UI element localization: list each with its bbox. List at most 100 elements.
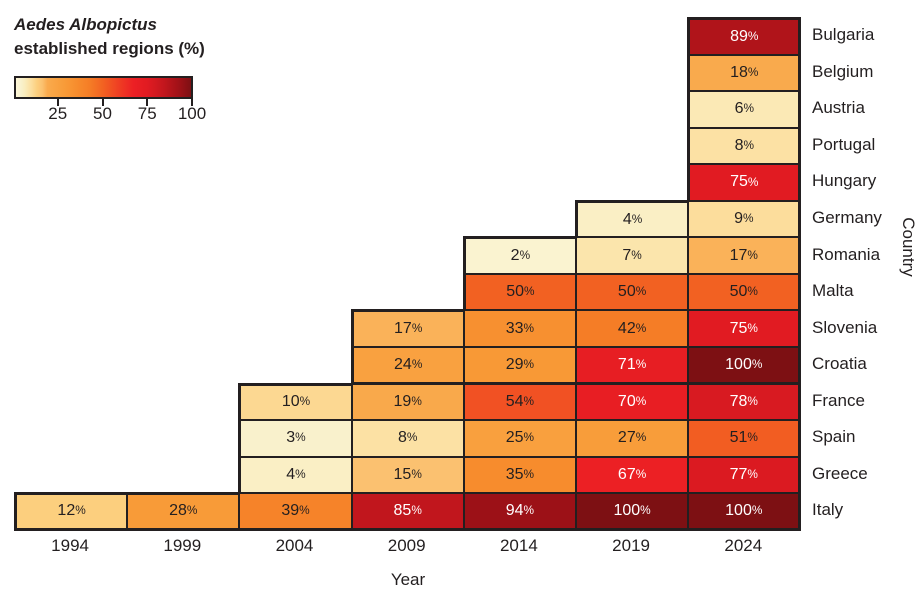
- y-tick-label-spain: Spain: [812, 427, 856, 447]
- heatmap-cell-romania-2024: 17%: [687, 236, 802, 275]
- cell-value-suffix: %: [523, 357, 535, 372]
- heatmap-cell-slovenia-2009: 17%: [350, 309, 465, 348]
- heatmap-cell-croatia-2009: 24%: [350, 345, 465, 385]
- cell-value-suffix: %: [406, 430, 418, 445]
- cell-value-suffix: %: [519, 248, 531, 263]
- cell-value: 35: [505, 465, 524, 483]
- heatmap-cell-greece-2024: 77%: [687, 455, 802, 495]
- x-tick-label-2004: 2004: [275, 536, 314, 555]
- cell-value: 100: [613, 501, 641, 519]
- cell-value: 94: [505, 501, 524, 519]
- heatmap-cell-germany-2019: 4%: [575, 199, 690, 239]
- cell-value: 71: [617, 356, 636, 374]
- heatmap-cell-greece-2009: 15%: [350, 455, 465, 495]
- cell-value: 100: [725, 356, 752, 374]
- y-axis-title: Country: [899, 217, 918, 277]
- cell-value: 39: [281, 501, 300, 519]
- y-tick-label-bulgaria: Bulgaria: [812, 25, 875, 45]
- heatmap-cell-bulgaria-2024: 89%: [687, 17, 802, 56]
- cell-value: 2: [510, 247, 520, 265]
- cell-value-suffix: %: [523, 393, 535, 408]
- heatmap-cell-germany-2024: 9%: [687, 199, 802, 239]
- cell-value: 54: [505, 392, 524, 410]
- heatmap-cell-slovenia-2024: 75%: [687, 309, 802, 348]
- cell-value-suffix: %: [640, 502, 651, 517]
- heatmap-cell-spain-2024: 51%: [687, 419, 802, 458]
- y-tick-label-belgium: Belgium: [812, 61, 874, 81]
- heatmap-cell-malta-2024: 50%: [687, 272, 802, 312]
- heatmap-cell-france-2009: 19%: [350, 382, 465, 422]
- x-tick-label-2019: 2019: [612, 536, 650, 555]
- cell-value: 75: [729, 319, 748, 337]
- heatmap-cell-italy-1994: 12%: [14, 492, 129, 531]
- cell-value-suffix: %: [743, 101, 754, 116]
- cell-value-suffix: %: [751, 502, 763, 517]
- heatmap-cell-croatia-2024: 100%: [687, 345, 802, 385]
- cell-value-suffix: %: [411, 321, 423, 336]
- cell-value-suffix: %: [411, 393, 422, 408]
- cell-value: 8: [397, 429, 407, 447]
- cell-value: 15: [393, 465, 412, 483]
- y-tick-label-italy: Italy: [812, 500, 844, 520]
- cell-value: 50: [617, 283, 636, 301]
- heatmap-cell-spain-2019: 27%: [575, 419, 690, 458]
- cell-value: 25: [505, 429, 524, 447]
- cell-value-suffix: %: [747, 284, 758, 299]
- heatmap-cell-slovenia-2014: 33%: [462, 309, 577, 348]
- heatmap-cell-greece-2014: 35%: [462, 455, 577, 495]
- cell-value: 8: [734, 136, 744, 154]
- cell-value-suffix: %: [75, 503, 86, 518]
- x-tick-label-2024: 2024: [724, 536, 763, 555]
- colorbar-tick: [146, 99, 149, 106]
- cell-value-suffix: %: [635, 393, 647, 408]
- cell-value-suffix: %: [411, 357, 423, 372]
- cell-value-suffix: %: [635, 466, 647, 481]
- cell-value: 33: [505, 319, 524, 337]
- cell-value: 6: [734, 100, 744, 118]
- cell-value-suffix: %: [411, 466, 422, 481]
- y-tick-label-romania: Romania: [812, 244, 881, 264]
- legend-title-species: Aedes Albopictus: [14, 15, 157, 34]
- legend-title-measure: established regions (%): [14, 39, 205, 58]
- y-tick-label-germany: Germany: [812, 208, 882, 228]
- heatmap-cell-italy-2014: 94%: [462, 492, 577, 531]
- cell-value-suffix: %: [635, 357, 647, 372]
- x-tick-label-2009: 2009: [387, 536, 426, 555]
- cell-value-suffix: %: [523, 320, 535, 335]
- cell-value-suffix: %: [635, 430, 647, 445]
- colorbar-gradient: [14, 76, 193, 99]
- cell-value-suffix: %: [747, 393, 758, 408]
- heatmap-cell-croatia-2019: 71%: [575, 345, 690, 385]
- y-tick-label-malta: Malta: [812, 281, 854, 301]
- cell-value: 77: [729, 465, 748, 483]
- cell-value-suffix: %: [523, 502, 535, 517]
- x-tick-label-1994: 1994: [51, 536, 89, 555]
- cell-value-suffix: %: [299, 394, 311, 409]
- cell-value-suffix: %: [523, 466, 535, 481]
- heatmap-cell-slovenia-2019: 42%: [575, 309, 690, 348]
- cell-value: 24: [394, 356, 412, 374]
- y-tick-label-hungary: Hungary: [812, 171, 877, 191]
- cell-value: 67: [617, 465, 636, 483]
- heatmap-cell-malta-2014: 50%: [462, 272, 577, 312]
- cell-value-suffix: %: [751, 357, 763, 372]
- colorbar-tick-label: 25: [48, 104, 68, 123]
- colorbar-tick: [191, 99, 193, 106]
- cell-value: 4: [286, 465, 296, 483]
- colorbar-tick-label: 50: [93, 104, 112, 123]
- y-tick-label-france: France: [812, 390, 865, 410]
- heatmap-cell-malta-2019: 50%: [575, 272, 690, 312]
- heatmap-cell-romania-2019: 7%: [575, 236, 690, 275]
- heatmap-cell-italy-2019: 100%: [575, 492, 690, 531]
- cell-value: 50: [506, 283, 525, 301]
- cell-value: 50: [729, 283, 748, 301]
- cell-value: 3: [286, 429, 296, 447]
- heatmap-cell-italy-2024: 100%: [687, 492, 802, 531]
- heatmap-cell-italy-1999: 28%: [126, 492, 241, 531]
- colorbar-tick-label: 100: [177, 104, 207, 123]
- cell-value-suffix: %: [742, 211, 754, 226]
- cell-value-suffix: %: [295, 430, 306, 445]
- heatmap-cell-france-2024: 78%: [687, 382, 802, 422]
- cell-value: 17: [729, 246, 748, 264]
